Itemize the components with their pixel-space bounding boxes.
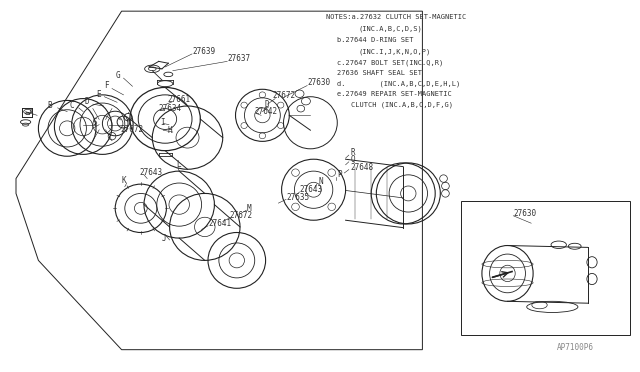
Text: 27637: 27637 <box>227 54 250 63</box>
Text: 27643: 27643 <box>300 185 323 194</box>
Text: 27634: 27634 <box>159 104 182 113</box>
Text: 27643: 27643 <box>140 168 163 177</box>
Text: (INC.I,J,K,N,O,P): (INC.I,J,K,N,O,P) <box>358 49 431 55</box>
Text: M: M <box>246 204 251 213</box>
Text: 27636 SHAFT SEAL SET: 27636 SHAFT SEAL SET <box>337 70 422 76</box>
Text: D: D <box>264 100 269 109</box>
Text: L: L <box>176 160 180 169</box>
Text: 27641: 27641 <box>208 219 231 228</box>
Text: 27642: 27642 <box>254 107 277 116</box>
Text: N: N <box>318 177 323 186</box>
Text: P: P <box>337 170 342 179</box>
Text: 27672: 27672 <box>120 125 143 134</box>
Text: 27672: 27672 <box>272 92 295 100</box>
Bar <box>461 201 630 335</box>
Text: J: J <box>162 234 166 243</box>
Text: b.27644 D-RING SET: b.27644 D-RING SET <box>337 37 414 43</box>
Text: (INC.A,B,C,D,S): (INC.A,B,C,D,S) <box>358 26 422 32</box>
Text: Q: Q <box>351 155 355 164</box>
Text: d.        (INC.A,B,C,D,E,H,L): d. (INC.A,B,C,D,E,H,L) <box>337 80 461 87</box>
Text: AP7100P6: AP7100P6 <box>557 343 594 352</box>
Text: A: A <box>29 108 33 117</box>
Text: c.27647 BOLT SET(INC.Q,R): c.27647 BOLT SET(INC.Q,R) <box>337 59 444 66</box>
Text: E: E <box>96 90 100 99</box>
Text: C: C <box>69 101 74 110</box>
Text: G: G <box>115 71 120 80</box>
Text: 27672: 27672 <box>229 211 252 220</box>
Text: e.27649 REPAIR SET-MAGNETIC: e.27649 REPAIR SET-MAGNETIC <box>337 91 452 97</box>
Text: CLUTCH (INC.A,B,C,D,F,G): CLUTCH (INC.A,B,C,D,F,G) <box>351 102 452 108</box>
Text: NOTES:a.27632 CLUTCH SET-MAGNETIC: NOTES:a.27632 CLUTCH SET-MAGNETIC <box>326 14 467 20</box>
Text: R: R <box>351 148 355 157</box>
Text: F: F <box>104 81 108 90</box>
Text: 27630: 27630 <box>307 78 330 87</box>
Text: 27639: 27639 <box>192 47 215 56</box>
Text: S: S <box>93 118 97 126</box>
Text: 27661: 27661 <box>168 95 191 104</box>
Text: D: D <box>84 97 89 106</box>
Text: B: B <box>47 101 52 110</box>
Text: 27635: 27635 <box>287 193 310 202</box>
Text: 27648: 27648 <box>351 163 374 171</box>
Text: K: K <box>122 176 126 185</box>
Text: I: I <box>160 118 164 127</box>
Text: H: H <box>168 126 172 135</box>
Text: 27630: 27630 <box>514 209 537 218</box>
